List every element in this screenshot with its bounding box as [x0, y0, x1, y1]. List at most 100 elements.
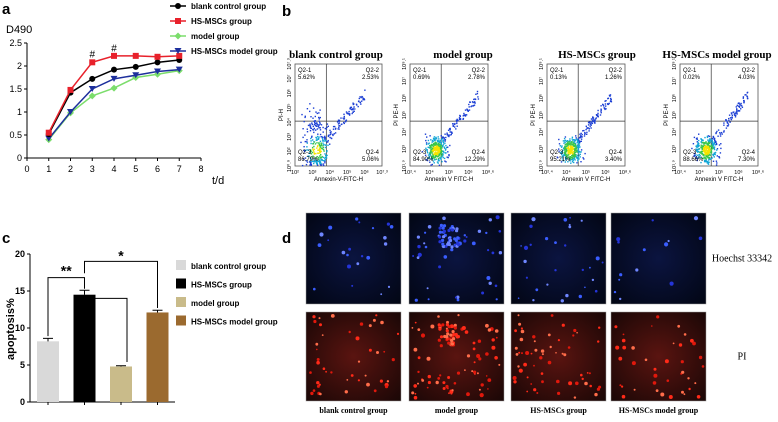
cell-nucleus — [584, 381, 588, 386]
flow-y-tick-label: 10⁸.¹ — [538, 58, 545, 70]
cell-event — [429, 146, 432, 149]
cell-nucleus — [545, 237, 549, 241]
cell-event — [313, 131, 315, 134]
cell-nucleus — [479, 393, 484, 398]
cell-event — [571, 141, 573, 143]
cell-event — [309, 110, 311, 113]
cell-event — [300, 141, 302, 144]
cell-event — [318, 116, 320, 119]
significance-bracket — [47, 277, 85, 337]
cell-event — [573, 148, 576, 150]
cell-nucleus — [698, 236, 703, 241]
cell-event — [563, 142, 565, 144]
cell-event — [560, 151, 562, 153]
cell-nucleus — [316, 360, 320, 365]
cell-cluster — [445, 323, 449, 327]
cell-event — [716, 162, 718, 164]
cell-event — [324, 160, 326, 163]
cell-event — [569, 138, 571, 140]
cell-event — [442, 156, 444, 159]
cell-nucleus — [533, 340, 536, 343]
cell-event — [706, 162, 708, 164]
cell-event — [567, 141, 569, 143]
cell-event — [315, 137, 318, 139]
cell-event — [324, 156, 327, 159]
cell-event — [740, 108, 742, 110]
cell-nucleus — [348, 330, 351, 334]
cell-event — [443, 146, 445, 148]
cell-event — [571, 155, 574, 157]
cell-event — [741, 105, 743, 107]
cell-event — [715, 132, 717, 134]
cell-event — [449, 134, 451, 136]
cell-event — [442, 153, 444, 155]
cell-event — [306, 141, 308, 143]
cell-event — [576, 149, 578, 152]
cell-cluster — [456, 236, 460, 240]
cell-event — [588, 121, 590, 123]
cell-event — [322, 145, 324, 147]
flow-y-tick-label: 10⁸.¹ — [401, 58, 408, 70]
panel-label-c: c — [2, 230, 10, 247]
cell-event — [698, 156, 700, 158]
cell-event — [311, 123, 313, 126]
micrograph-frame — [510, 311, 607, 402]
flow-y-tick-label: 10⁶ — [538, 94, 545, 102]
cell-event — [438, 147, 441, 149]
cell-event — [474, 102, 476, 104]
cell-nucleus — [426, 386, 429, 389]
cell-event — [574, 149, 576, 152]
cell-nucleus — [672, 342, 675, 345]
cell-cluster — [438, 235, 442, 239]
cell-event — [711, 137, 714, 140]
cell-event — [319, 123, 321, 125]
cell-event — [427, 146, 429, 148]
cell-event — [318, 162, 321, 164]
flow-x-axis-label: Annexin V FITC-H — [695, 177, 744, 183]
cell-event — [594, 118, 597, 120]
cell-event — [729, 117, 732, 119]
cell-event — [566, 140, 568, 142]
cell-event — [440, 135, 442, 137]
cell-nucleus — [555, 352, 557, 354]
cell-nucleus — [513, 380, 517, 384]
cell-event — [589, 123, 592, 125]
cell-event — [564, 151, 566, 153]
cell-event — [594, 122, 596, 124]
cell-event — [696, 141, 698, 143]
cell-event — [704, 151, 706, 153]
cell-event — [564, 141, 566, 144]
cell-event — [738, 102, 740, 104]
cell-nucleus — [313, 287, 316, 291]
cell-nucleus — [417, 244, 421, 249]
cell-event — [583, 129, 585, 132]
cell-nucleus — [529, 224, 533, 228]
cell-event — [442, 150, 444, 152]
cell-nucleus — [316, 348, 318, 351]
cell-event — [712, 144, 715, 146]
cell-event — [446, 132, 448, 134]
cell-nucleus — [472, 341, 476, 345]
cell-event — [717, 135, 719, 137]
cell-event — [442, 144, 444, 147]
cell-event — [447, 134, 449, 136]
flow-x-axis-label: Annexin V FITC-H — [562, 177, 611, 183]
cell-event — [432, 146, 434, 149]
cell-nucleus — [564, 244, 567, 247]
cell-event — [431, 150, 433, 152]
cell-cluster — [442, 235, 446, 239]
x-tick-label: 4 — [111, 164, 116, 174]
cell-nucleus — [642, 248, 646, 252]
cell-event — [592, 117, 594, 119]
significance-mark: # — [111, 43, 117, 54]
cell-event — [580, 138, 583, 140]
cell-nucleus — [347, 264, 351, 269]
cell-event — [702, 139, 704, 141]
cell-event — [604, 103, 607, 105]
cell-event — [364, 89, 366, 91]
cell-event — [610, 99, 612, 101]
cell-nucleus — [487, 249, 490, 252]
cell-event — [728, 117, 730, 120]
cell-event — [317, 125, 320, 128]
